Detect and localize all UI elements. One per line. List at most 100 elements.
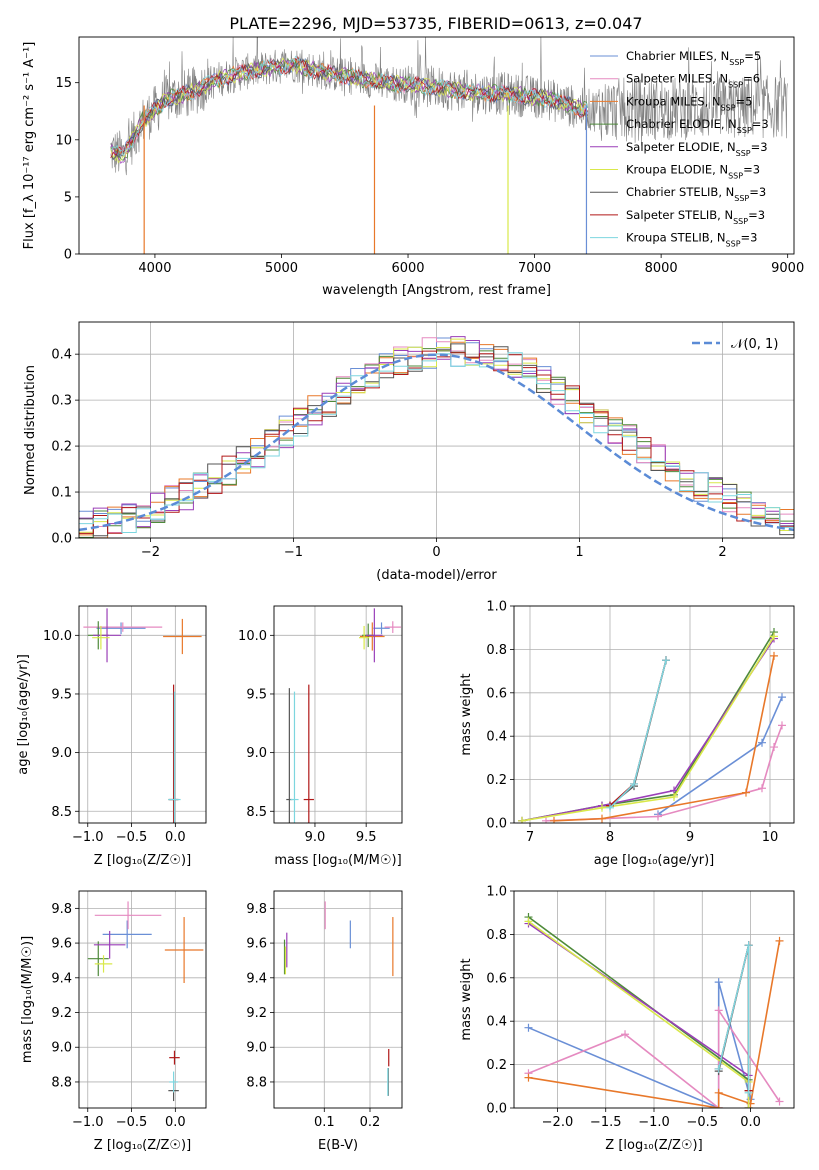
legend-subscript: SSP [728,171,743,180]
y-axis-label: mass weight [459,958,474,1040]
x-tick-label: −1.0 [638,1115,670,1130]
legend-label: Salpeter ELODIE, NSSP=3 [626,140,768,158]
axes-frame [273,605,403,824]
x-tick-label: 0.1 [314,1115,335,1130]
legend-label: Chabrier STELIB, NSSP=3 [626,185,766,203]
y-tick-label: 0.8 [486,928,507,943]
x-tick-label: −1.0 [72,1115,104,1130]
weight-line-1 [528,1007,781,1108]
y-tick-label: 15 [55,76,72,91]
y-tick-label: 8.5 [246,805,267,820]
y-tick-label: 9.0 [246,1041,267,1056]
weight-marker-8 [714,1064,723,1073]
weight-marker-5 [524,917,533,926]
x-tick-label: −0.5 [116,830,148,845]
legend-count: =5 [736,94,753,108]
y-tick-label: 10.0 [238,629,267,644]
weight-marker-2 [742,788,750,797]
weight-marker-2 [550,816,558,823]
weight-marker-0 [778,693,786,702]
legend-label: Chabrier ELODIE, NSSP=3 [626,117,769,135]
y-tick-label: 0.8 [486,643,507,658]
legend: Chabrier MILES, NSSP=5 Salpeter MILES, NS… [590,49,769,248]
y-tick-label: 9.8 [246,902,267,917]
weight-marker-1 [775,1097,784,1106]
legend-count: =6 [743,72,760,86]
panel-spectrum: 4000 5000 6000 7000 8000 9000 0 5 10 15 wavelength… [22,36,804,298]
plot-content [286,608,401,823]
figure-title: PLATE=2296, MJD=53735, FIBERID=0613, z=0… [229,14,642,33]
weight-marker-2 [714,1104,723,1108]
weight-marker-0 [758,738,766,747]
weight-marker-5 [518,816,526,823]
weight-marker-0 [524,1023,533,1032]
y-tick-label: 8.8 [246,1075,267,1090]
y-tick-label: 0.2 [486,1058,507,1073]
x-tick-label: 2 [718,545,726,560]
x-tick-label: 9.5 [356,830,377,845]
legend-count: =3 [752,117,769,131]
x-tick-label: 7 [526,830,534,845]
y-tick-label: 0.3 [51,394,72,409]
histogram-8 [79,352,794,533]
panel-age-vs-Z: −1.0 −0.5 0.0 8.5 9.0 9.5 10.0 Z [log₁₀(Z/Z☉)] a… [16,605,207,868]
plot-area [79,37,794,254]
x-axis-label: mass [log₁₀(M/M☉)] [274,853,401,868]
model-spectrum-7 [110,55,589,159]
weight-marker-2 [524,1073,533,1082]
y-tick-label: 0.0 [51,532,72,547]
x-tick-label: 1 [575,545,583,560]
plot-content [79,336,794,538]
y-tick-label: 0 [64,248,72,263]
panel-weight-vs-age: 7 8 9 10 0.0 0.2 0.4 0.6 0.8 1.0 age [log₁₀(age/yr… [459,600,795,868]
x-tick-label: 9 [686,830,694,845]
y-tick-label: 1.0 [486,600,507,615]
weight-marker-2 [598,814,606,823]
x-tick-label: 0 [432,545,440,560]
legend-subscript: SSP [733,216,748,225]
y-tick-label: 0.0 [486,817,507,832]
legend-subscript: SSP [729,58,744,67]
legend-subscript: SSP [736,148,751,157]
axes-frame [513,605,795,824]
weight-marker-5 [670,792,678,801]
weight-marker-5 [744,1104,753,1108]
x-tick-label: 0.0 [165,830,186,845]
legend-count: =3 [748,208,765,222]
y-axis-label: mass [log₁₀(M/M☉)] [20,936,35,1063]
x-tick-label: −2.0 [542,1115,574,1130]
y-tick-label: 0.1 [51,486,72,501]
x-tick-label: 9.0 [305,830,326,845]
weight-marker-1 [654,812,662,821]
grid [79,891,206,1108]
x-tick-label: 8000 [645,261,678,276]
x-axis-label: Z [log₁₀(Z/Z☉)] [94,853,191,868]
axes-frame [78,890,207,1109]
plot-content [110,37,788,254]
x-tick-label: 6000 [391,261,424,276]
weight-line-2 [553,655,775,822]
gaussian-curve [79,353,794,532]
weight-marker-8 [630,779,638,788]
panel-age-vs-mass: 9.0 9.5 8.5 9.0 9.5 10.0 mass [log₁₀(M/M☉)] [238,605,403,868]
x-tick-label: −0.5 [686,1115,718,1130]
y-tick-label: 9.4 [51,971,72,986]
legend-subscript: SSP [734,194,749,203]
panels: 4000 5000 6000 7000 8000 9000051015wavelength… [16,36,804,1153]
y-tick-label: 8.8 [51,1075,72,1090]
y-axis-label: mass weight [459,673,474,755]
panel-residuals: −2 −1 0 1 2 0.0 0.1 0.2 0.3 0.4 (data-model)/error… [23,321,795,583]
weight-marker-1 [621,1030,630,1039]
y-tick-label: 10.0 [43,629,72,644]
y-tick-label: 0.2 [486,773,507,788]
y-tick-label: 1.0 [486,885,507,900]
y-tick-label: 9.0 [51,1041,72,1056]
grid [274,891,402,1108]
legend-count: =5 [744,49,761,63]
legend-label: Salpeter MILES, NSSP=6 [626,72,760,90]
y-tick-label: 9.6 [246,937,267,952]
x-tick-label: 0.0 [740,1115,761,1130]
plot-area [274,891,402,1108]
weight-marker-1 [770,743,778,752]
x-axis-label: wavelength [Angstrom, rest frame] [322,283,551,298]
